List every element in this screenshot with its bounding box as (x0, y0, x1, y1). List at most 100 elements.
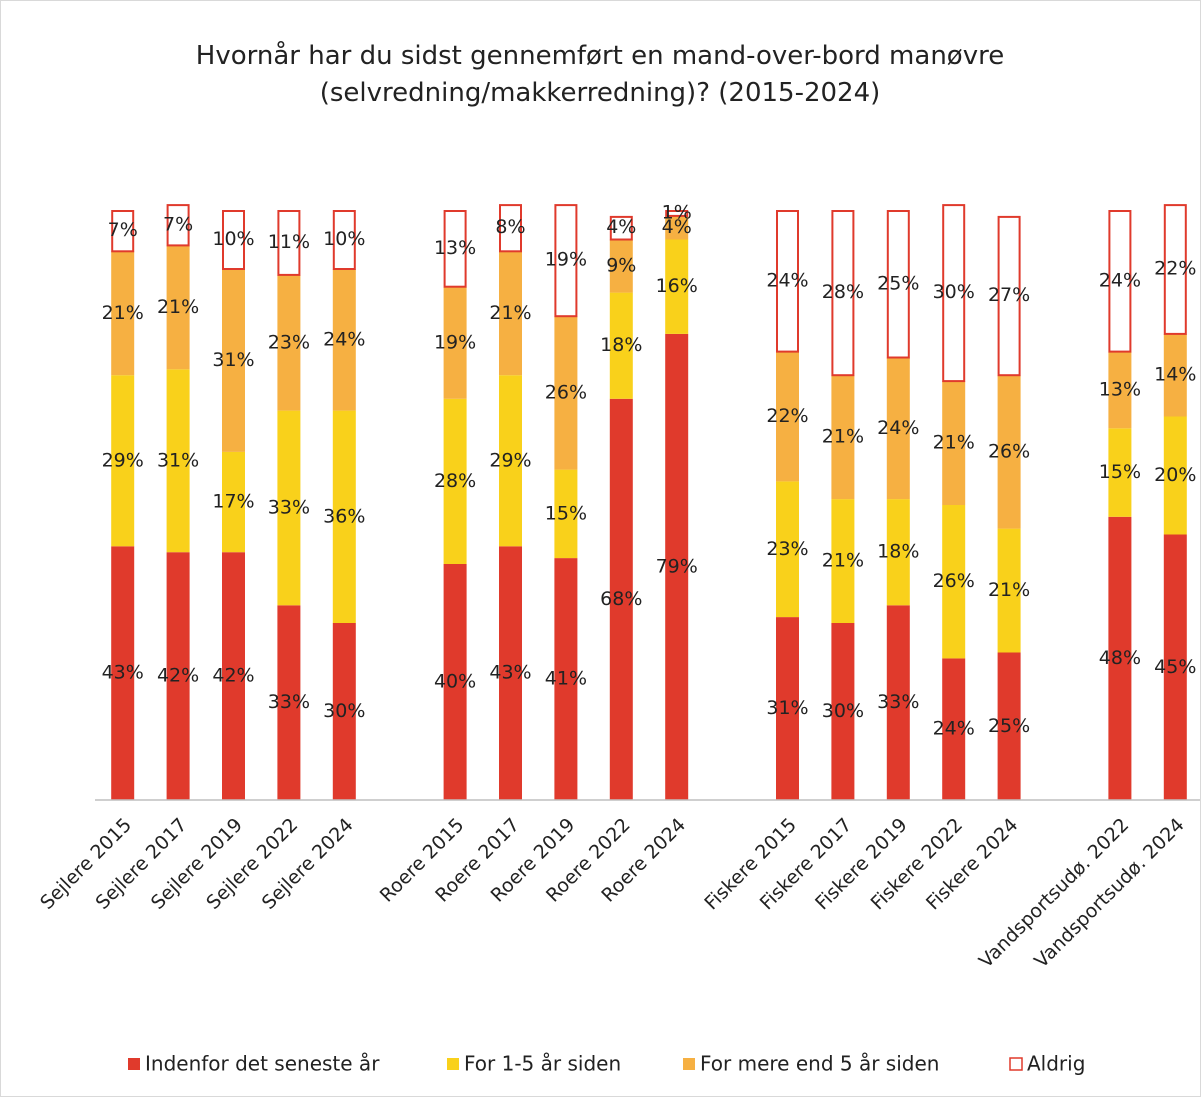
data-label: 43% (489, 662, 531, 684)
legend-label: For mere end 5 år siden (700, 1052, 939, 1076)
data-label: 15% (1099, 461, 1141, 483)
bar-segment (942, 505, 966, 659)
bar-segment (499, 204, 522, 253)
data-label: 16% (656, 275, 698, 297)
bar-segment (831, 375, 855, 500)
data-label: 19% (434, 331, 476, 353)
bar-segment (443, 564, 467, 800)
data-label: 42% (212, 665, 254, 687)
bar-segment (499, 251, 522, 376)
bar-segment (443, 210, 467, 288)
bar-segment (332, 623, 356, 800)
bar-segment (111, 210, 135, 253)
bar-segment (443, 286, 467, 399)
bar-segment (1108, 516, 1132, 800)
bar-segment (277, 605, 301, 800)
bar-segment (554, 558, 578, 800)
data-label: 9% (606, 255, 636, 277)
bar-segment (886, 605, 910, 800)
legend-label: Indenfor det seneste år (145, 1052, 380, 1076)
data-label: 13% (1099, 378, 1141, 400)
data-label: 25% (988, 715, 1030, 737)
bar-segment (609, 292, 633, 399)
data-label: 21% (822, 426, 864, 448)
data-label: 20% (1154, 464, 1196, 486)
data-label: 28% (434, 470, 476, 492)
data-label: 33% (268, 496, 310, 518)
bar-segment (554, 316, 578, 470)
bar-segment (776, 481, 799, 618)
bar-segment (665, 333, 689, 800)
data-label: 22% (1154, 258, 1196, 280)
data-label: 21% (102, 302, 144, 324)
data-label: 25% (877, 272, 919, 294)
data-label: 24% (877, 417, 919, 439)
data-label: 79% (656, 555, 698, 577)
bar-segment (222, 552, 245, 800)
bar-segment (1163, 204, 1187, 335)
bar-segment (665, 239, 689, 334)
data-label: 17% (212, 491, 254, 513)
data-label: 21% (933, 432, 975, 454)
bar-segment (997, 528, 1021, 653)
bar-segment (776, 351, 799, 482)
bar-segment (277, 410, 301, 606)
bar-segment (1108, 210, 1132, 353)
bar-segment (997, 652, 1021, 800)
bar-segment (942, 381, 966, 505)
data-label: 31% (766, 697, 808, 719)
bar-segment (111, 251, 135, 376)
data-label: 13% (434, 237, 476, 259)
legend-swatch (683, 1058, 695, 1070)
data-label: 26% (545, 381, 587, 403)
data-label: 23% (766, 538, 808, 560)
data-label: 26% (933, 570, 975, 592)
bar-segment (1163, 333, 1187, 417)
data-label: 27% (988, 284, 1030, 306)
bar-segment (886, 357, 910, 500)
bar-segment (499, 546, 522, 800)
bar-segment (831, 210, 855, 377)
data-label: 21% (988, 579, 1030, 601)
data-label: 31% (157, 449, 199, 471)
data-label: 33% (268, 691, 310, 713)
data-label: 45% (1154, 656, 1196, 678)
bar-segment (277, 210, 301, 276)
chart-title: Hvornår har du sidst gennemført en mand-… (195, 41, 1005, 108)
bar-segment (665, 215, 689, 240)
data-label: 21% (822, 550, 864, 572)
bar-segment (166, 552, 190, 800)
data-label: 29% (489, 449, 531, 471)
bar-segment (997, 375, 1021, 529)
data-label: 43% (102, 662, 144, 684)
bar-segment (1163, 416, 1187, 535)
bar-segment (997, 215, 1021, 377)
data-label: 28% (822, 281, 864, 303)
data-label: 41% (545, 668, 587, 690)
bar-segment (332, 269, 356, 411)
data-label: 30% (822, 700, 864, 722)
data-label: 10% (212, 228, 254, 250)
bar-segment (443, 398, 467, 564)
data-label: 7% (108, 219, 138, 241)
data-label: 30% (933, 281, 975, 303)
data-label: 24% (323, 328, 365, 350)
bar-segment (831, 499, 855, 623)
data-label: 21% (157, 296, 199, 318)
data-label: 4% (606, 216, 636, 238)
data-label: 30% (323, 700, 365, 722)
bar-segment (332, 410, 356, 623)
bar-segment (776, 210, 799, 353)
legend-label: Aldrig (1027, 1052, 1085, 1076)
data-label: 29% (102, 449, 144, 471)
bar-segment (554, 204, 578, 318)
bar-segment (111, 375, 135, 547)
data-label: 18% (877, 541, 919, 563)
bar-segment (1163, 534, 1187, 800)
bar-segment (222, 210, 245, 270)
bar-segment (166, 369, 190, 553)
bar-segment (499, 375, 522, 547)
data-label: 33% (877, 691, 919, 713)
